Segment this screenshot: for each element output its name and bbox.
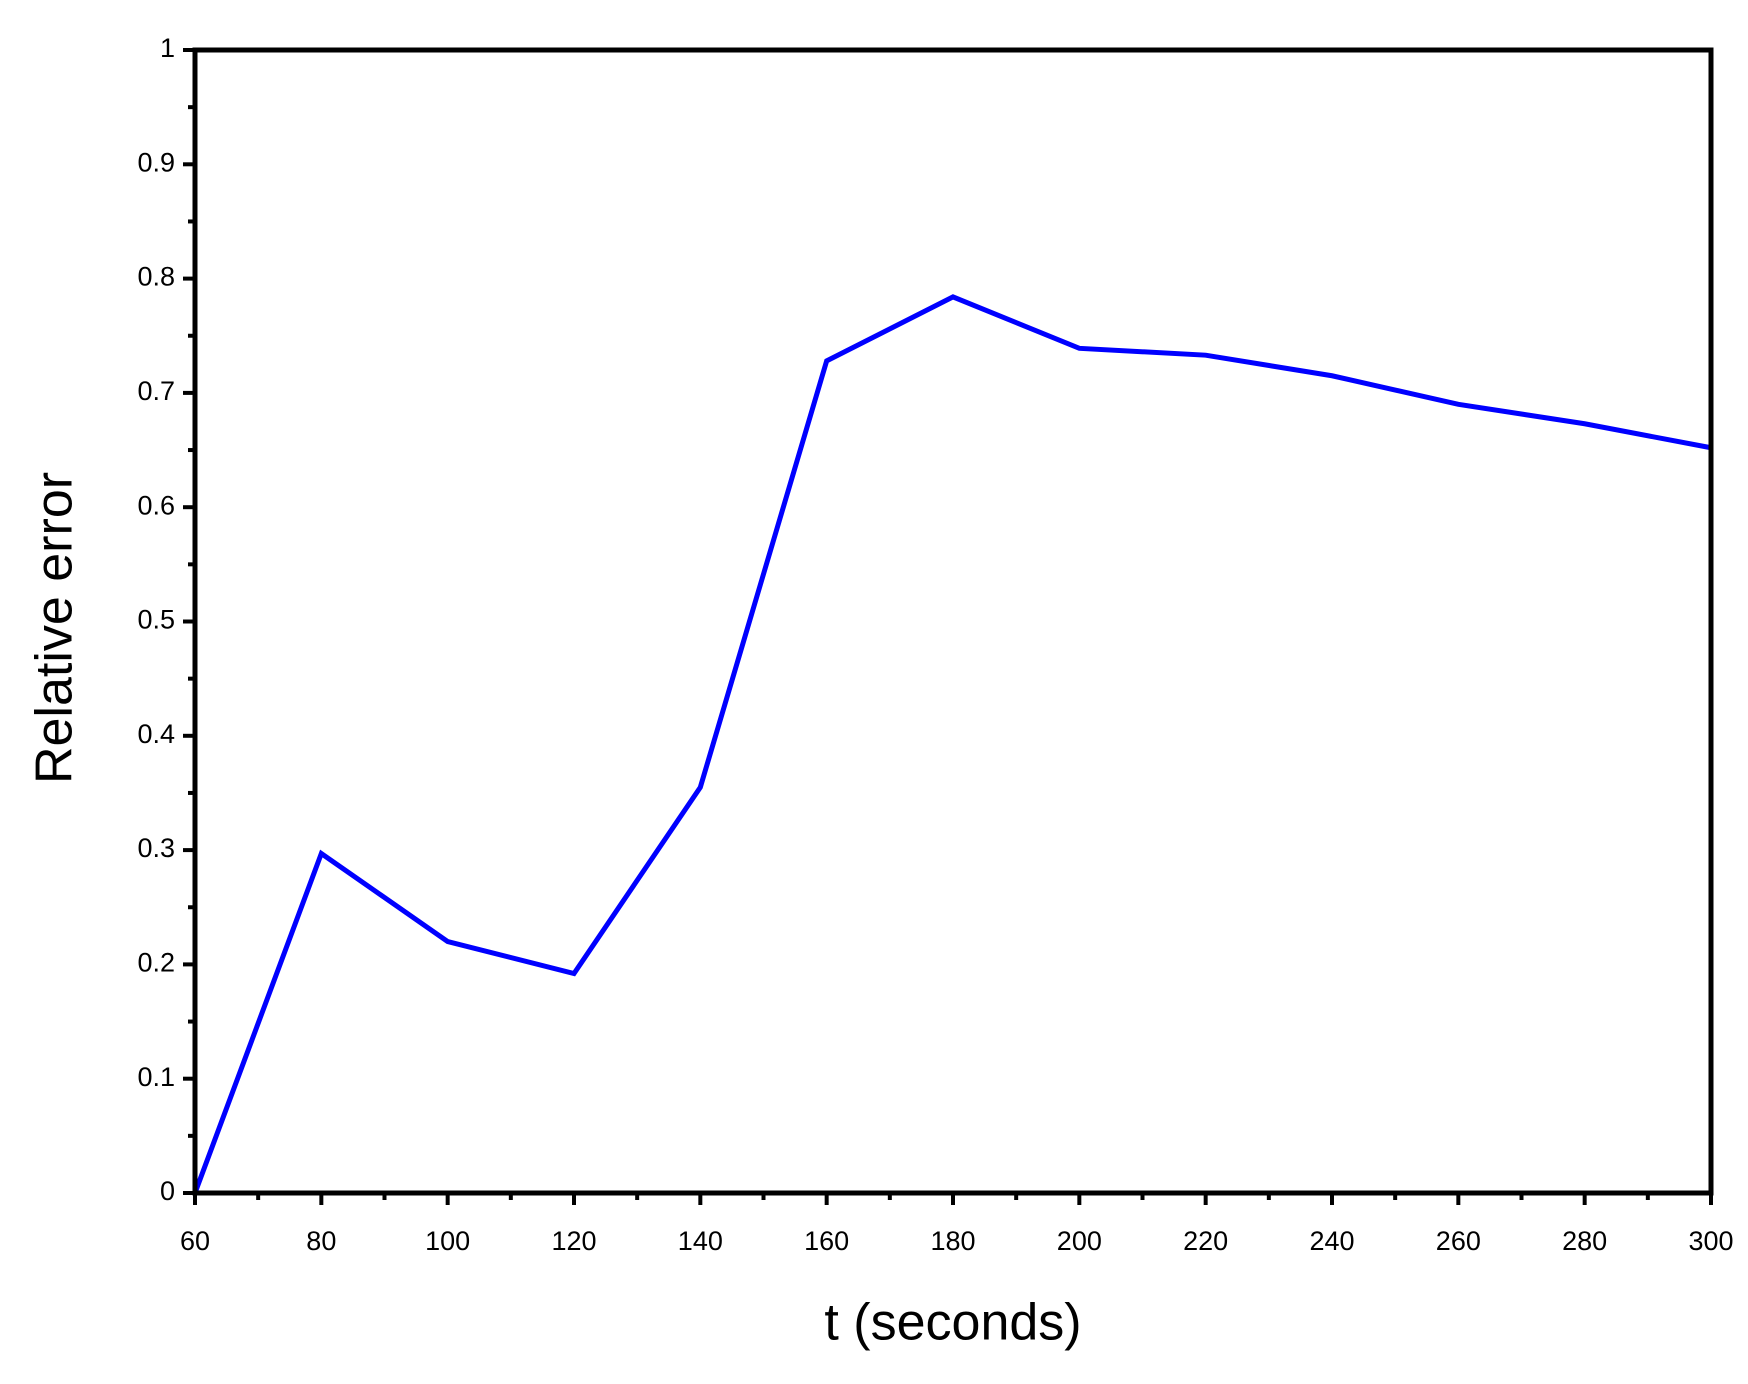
x-tick-label: 180 [930,1226,975,1256]
data-line [192,294,1712,1194]
x-tick-label: 80 [306,1226,336,1256]
y-tick-label: 0.3 [137,833,175,863]
y-tick-label: 1 [160,33,175,63]
x-tick-label: 140 [678,1226,723,1256]
y-axis-label: Relative error [26,472,84,784]
x-tick-label: 120 [551,1226,596,1256]
y-tick-label: 0.5 [137,605,175,635]
x-tick-label: 300 [1688,1226,1733,1256]
x-tick-label: 160 [804,1226,849,1256]
y-tick-label: 0.7 [137,376,175,406]
y-tick-label: 0.8 [137,262,175,292]
x-tick-label: 260 [1436,1226,1481,1256]
y-tick-label: 0 [160,1176,175,1206]
x-tick-label: 220 [1183,1226,1228,1256]
x-tick-label: 200 [1057,1226,1102,1256]
x-tick-label: 100 [425,1226,470,1256]
x-tick-label: 240 [1309,1226,1354,1256]
x-axis-label: t (seconds) [824,1294,1081,1352]
x-tick-label: 60 [180,1226,210,1256]
x-tick-label: 280 [1562,1226,1607,1256]
y-tick-label: 0.4 [137,719,175,749]
y-tick-label: 0.2 [137,948,175,978]
y-tick-label: 0.9 [137,147,175,177]
plot-frame [192,47,1714,1196]
y-tick-label: 0.1 [137,1062,175,1092]
y-tick-label: 0.6 [137,490,175,520]
